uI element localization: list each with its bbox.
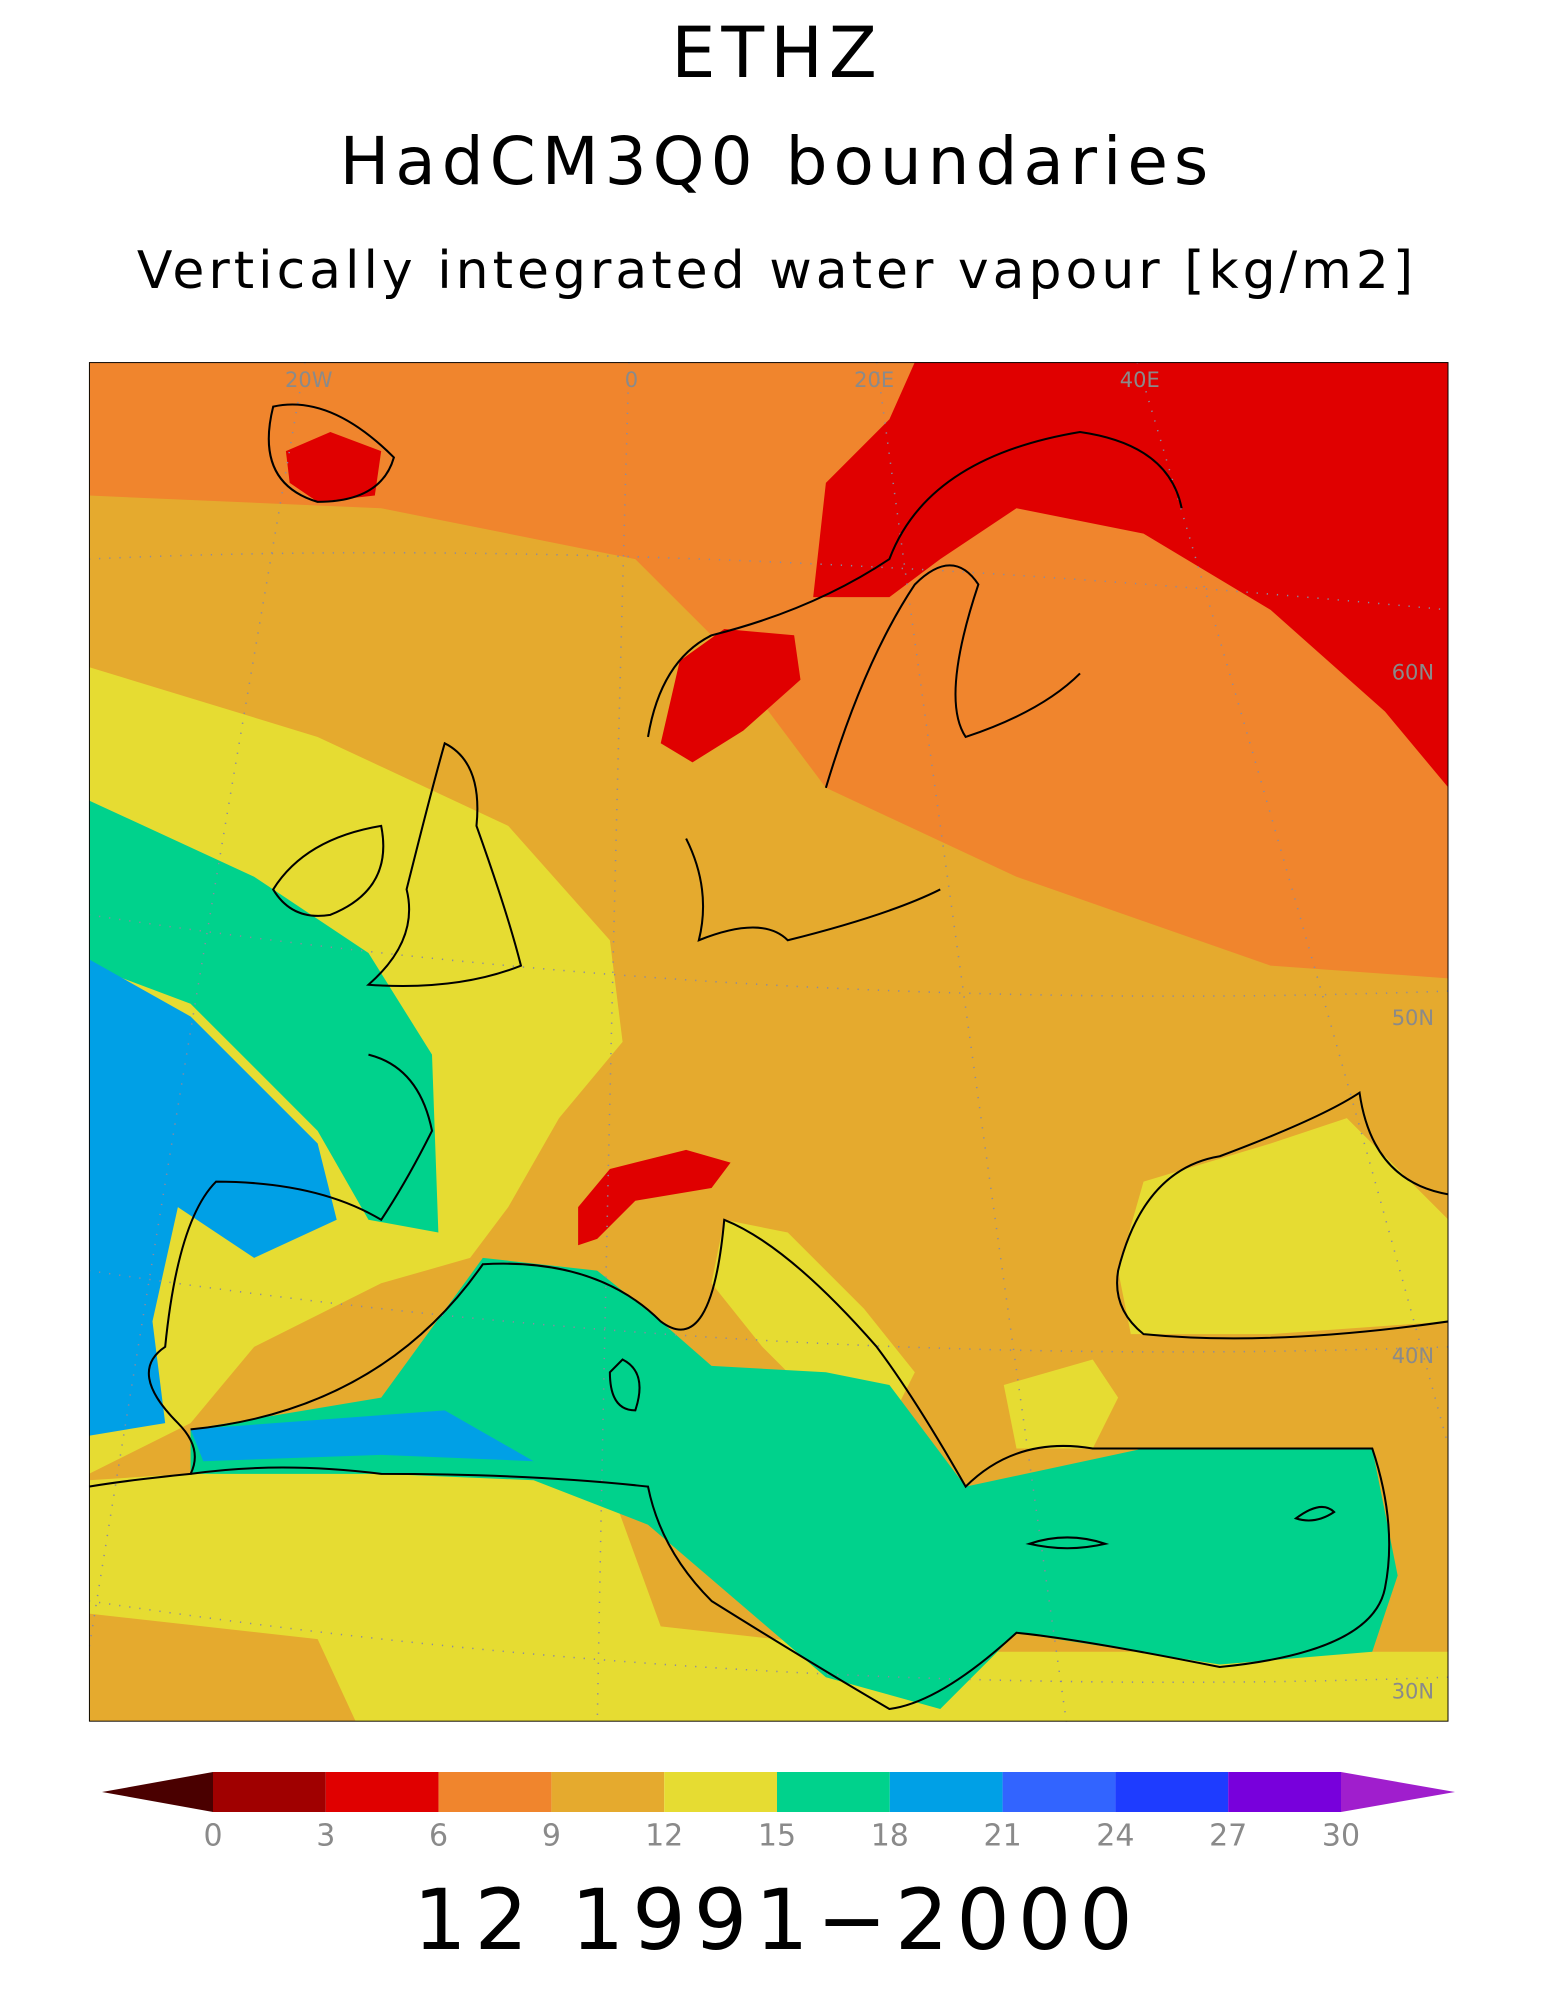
coastline <box>608 1358 1336 1550</box>
field-zone <box>285 432 382 502</box>
field-zone <box>813 362 1449 788</box>
field-zone <box>1118 1118 1449 1335</box>
colorbar-tick-label: 0 <box>203 1819 222 1854</box>
colorbar-segment <box>889 1772 1003 1812</box>
graticule-label: 50N <box>1392 1006 1434 1030</box>
field-zone <box>578 1149 731 1246</box>
colorbar-segment <box>213 1772 326 1812</box>
colorbar-segment <box>438 1772 552 1812</box>
coastline <box>1116 1090 1449 1340</box>
field-zone <box>1003 1359 1119 1449</box>
map <box>88 362 1449 1722</box>
graticule-label: 30N <box>1392 1679 1434 1703</box>
colorbar-segment <box>777 1772 890 1812</box>
colorbar: 0 3 6 9 12 15 18 21 24 27 30 <box>102 1772 1455 1854</box>
title: ETHZ <box>671 12 883 94</box>
colorbar-tick-label: 9 <box>542 1819 561 1854</box>
colorbar-tick-label: 12 <box>645 1819 683 1854</box>
colorbar-segment <box>1002 1772 1116 1812</box>
coastline <box>267 403 396 503</box>
coastline <box>190 1218 1391 1711</box>
field-zone <box>660 628 801 763</box>
field-zone <box>88 959 337 1436</box>
graticule-label: 20E <box>854 368 894 392</box>
colorbar-segment <box>1115 1772 1229 1812</box>
graticule-labels: 20W 0 20E 40E 60N 50N 40N 30N <box>285 368 1434 1703</box>
coastline <box>88 1053 434 1488</box>
coastline <box>647 430 1183 942</box>
field-zone <box>88 800 439 1233</box>
colorbar-segment <box>664 1772 777 1812</box>
graticule-label: 40E <box>1120 368 1160 392</box>
colorbar-tick-label: 18 <box>871 1819 909 1854</box>
variable-title: Vertically integrated water vapour [kg/m… <box>137 241 1417 301</box>
field-zone <box>190 1257 1398 1709</box>
field-zone <box>88 1461 1449 1722</box>
colorbar-tick-label: 30 <box>1322 1819 1360 1854</box>
colorbar-segment <box>551 1772 665 1812</box>
field-zone <box>190 1410 534 1462</box>
field-zone <box>711 1219 915 1424</box>
colorbar-tick-label: 15 <box>758 1819 796 1854</box>
colorbar-tick-label: 6 <box>429 1819 448 1854</box>
colorbar-extend-high <box>1341 1772 1455 1812</box>
footer: 12 1991−2000 <box>413 1871 1141 1969</box>
graticule-label: 0 <box>625 368 638 392</box>
colorbar-tick-label: 27 <box>1209 1819 1247 1854</box>
graticule-label: 20W <box>285 368 333 392</box>
graticule-label: 40N <box>1392 1344 1434 1368</box>
graticule-label: 60N <box>1392 660 1434 684</box>
colorbar-segment <box>325 1772 439 1812</box>
colorbar-tick-label: 21 <box>984 1819 1022 1854</box>
colorbar-tick-label: 3 <box>316 1819 335 1854</box>
coastline <box>271 741 523 987</box>
subtitle: HadCM3Q0 boundaries <box>340 123 1215 200</box>
colorbar-segment <box>1228 1772 1341 1812</box>
colorbar-tick-label: 24 <box>1096 1819 1134 1854</box>
colorbar-extend-low <box>102 1772 213 1812</box>
